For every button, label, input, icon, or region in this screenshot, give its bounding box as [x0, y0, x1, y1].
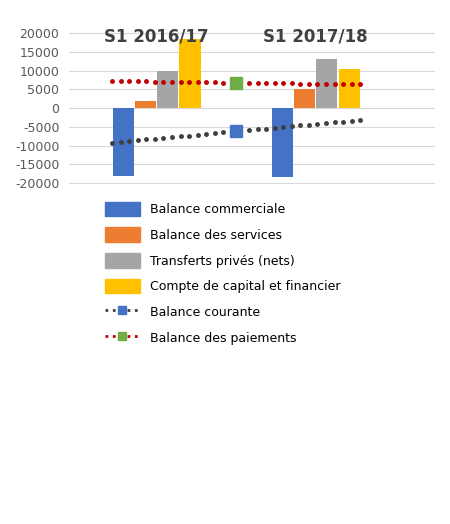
Bar: [135, 101, 156, 108]
Bar: [338, 69, 360, 108]
Bar: [316, 59, 338, 108]
Legend: Balance commerciale, Balance des services, Transferts privés (nets), Compte de c: Balance commerciale, Balance des service…: [104, 202, 340, 345]
Bar: [272, 108, 293, 178]
Text: S1 2016/17: S1 2016/17: [104, 27, 209, 45]
Bar: [112, 108, 134, 176]
Bar: [294, 89, 315, 108]
Text: S1 2017/18: S1 2017/18: [263, 27, 368, 45]
Bar: [180, 39, 201, 108]
Bar: [157, 71, 178, 108]
